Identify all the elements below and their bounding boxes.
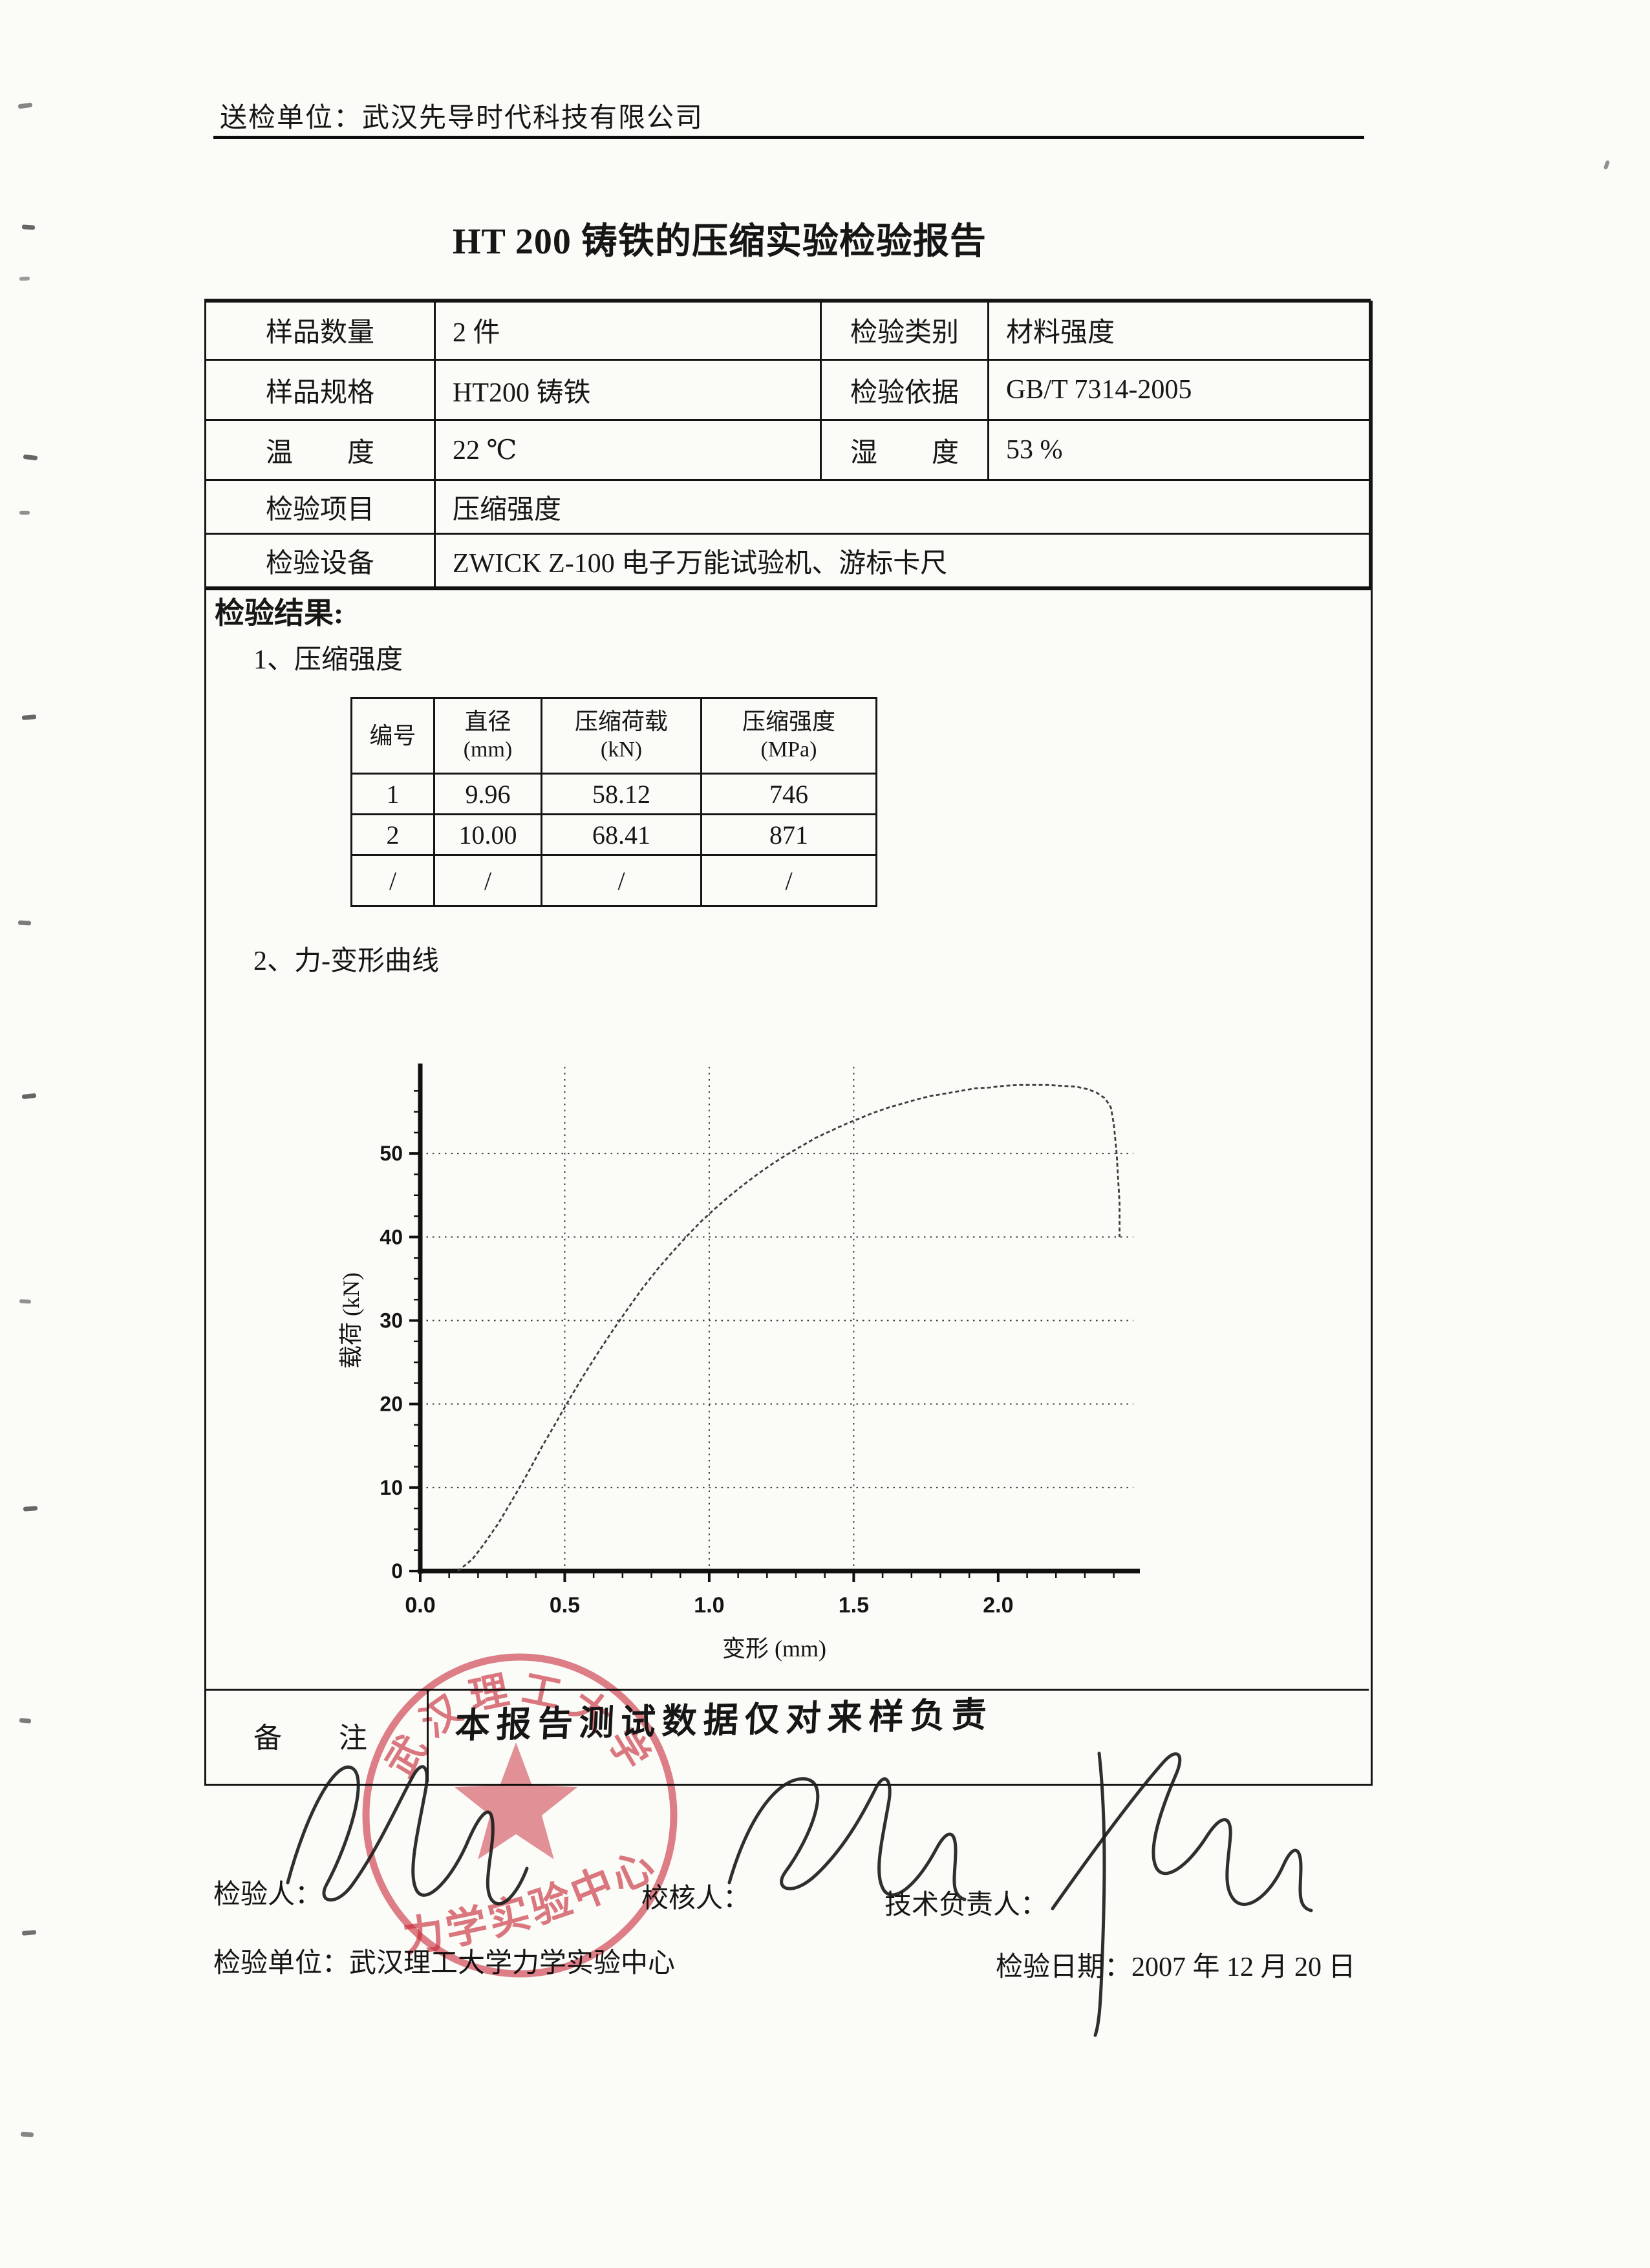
scan-artifact [17,102,33,109]
y-tick-label: 10 [380,1476,403,1499]
section-item-compressive-strength: 1、压缩强度 [253,645,403,675]
scan-artifact [19,1718,32,1724]
info-value: 53 % [987,419,1371,481]
y-tick-label: 40 [380,1225,403,1248]
info-value: GB/T 7314-2005 [987,359,1371,421]
info-value: ZWICK Z-100 电子万能试验机、游标卡尺 [434,533,1371,590]
info-value: 2 件 [434,299,822,361]
header-underline [213,136,1364,139]
results-header: 压缩荷载 (kN) [541,697,702,775]
info-label: 温 度 [204,419,436,481]
cell: / [700,854,877,907]
scan-artifact [1603,160,1611,170]
scan-artifact [20,2132,34,2137]
date-label: 检验日期： [996,1952,1132,1982]
info-value: 压缩强度 [434,479,1371,535]
scan-artifact [21,1930,37,1936]
scan-artifact [21,1093,37,1100]
cell: / [350,854,435,907]
cell: 1 [350,773,435,815]
chart-svg: 0 10 20 30 40 50 0.0 0.5 1.0 1.5 2.0 载荷 (kN) 变形 (mm) [338,1064,1140,1662]
x-tick-label: 0.5 [550,1593,580,1618]
signature-reviewer [727,1777,967,1901]
cell: / [433,854,542,907]
x-tick-label: 0.0 [405,1593,435,1618]
scan-artifact [23,454,38,461]
cell: 2 [350,813,435,856]
star-icon [454,1742,578,1859]
scan-artifact [23,1506,38,1512]
info-row: 样品数量 2 件 检验类别 材料强度 [204,299,1371,361]
info-row: 检验设备 ZWICK Z-100 电子万能试验机、游标卡尺 [204,533,1371,590]
remark-divider [204,1689,1369,1691]
y-tick-label: 20 [380,1393,403,1416]
tech-lead-label: 技术负责人： [884,1890,1048,1920]
info-label: 检验设备 [204,533,436,590]
cell: 58.12 [541,773,702,815]
info-label: 检验依据 [820,359,989,421]
scan-artifact [19,1299,32,1304]
info-row: 检验项目 压缩强度 [204,479,1371,535]
results-header-row: 编号 直径 (mm) 压缩荷载 (kN) 压缩强度 (MPa) [350,697,877,775]
force-deformation-curve [457,1084,1120,1572]
info-label: 样品数量 [204,299,436,361]
x-tick-label: 1.5 [839,1593,869,1618]
stamp-banner-text: 力学实验中心 [400,1841,661,1961]
info-row: 样品规格 HT200 铸铁 检验依据 GB/T 7314-2005 [204,359,1371,421]
info-value: HT200 铸铁 [434,359,822,421]
x-tick-label: 2.0 [983,1593,1013,1618]
submitter-line: 送检单位：武汉先导时代科技有限公司 [220,103,704,133]
cell: / [541,854,702,907]
date-value: 2007 年 12 月 20 日 [1131,1952,1356,1982]
table-row: 1 9.96 58.12 746 [350,773,877,815]
cell: 9.96 [433,773,542,815]
report-title: HT 200 铸铁的压缩实验检验报告 [453,222,987,262]
date-line: 检验日期：2007 年 12 月 20 日 [996,1945,1356,1984]
results-table: 编号 直径 (mm) 压缩荷载 (kN) 压缩强度 (MPa) 1 9.96 58.1… [350,697,877,907]
results-header: 压缩强度 (MPa) [700,697,877,775]
results-header: 编号 [350,697,435,775]
results-heading: 检验结果: [215,597,344,630]
info-label: 湿 度 [820,419,989,481]
scan-artifact [17,920,32,926]
x-axis-title: 变形 (mm) [722,1636,826,1662]
remark-label: 备 注 [253,1722,367,1754]
signature-tech-lead-stroke [1093,1751,1106,2037]
section-item-force-deformation-curve: 2、力-变形曲线 [253,947,439,976]
info-table: 样品数量 2 件 检验类别 材料强度 样品规格 HT200 铸铁 检验依据 GB… [204,299,1371,590]
scan-artifact [21,224,36,230]
cell: 10.00 [433,813,542,856]
cell: 871 [700,813,877,856]
info-label: 样品规格 [204,359,436,421]
info-label: 检验类别 [820,299,989,361]
table-row: 2 10.00 68.41 871 [350,813,877,856]
results-header: 直径 (mm) [433,697,542,775]
scan-artifact [19,276,30,281]
force-deformation-chart: 0 10 20 30 40 50 0.0 0.5 1.0 1.5 2.0 载荷 (kN) 变形 (mm) [323,1047,1274,1700]
scan-artifact [19,511,30,515]
scan-artifact [21,714,37,720]
remark-divider-vertical [427,1689,429,1782]
info-label: 检验项目 [204,479,436,535]
y-tick-label: 30 [380,1309,403,1332]
cell: 746 [700,773,877,815]
y-tick-label: 50 [380,1142,403,1165]
official-stamp: 武汉理工大学 力学实验中心 [362,1653,678,1978]
y-tick-label: 0 [391,1559,403,1583]
svg-text:力学实验中心: 力学实验中心 [400,1841,664,1961]
cell: 68.41 [541,813,702,856]
x-tick-label: 1.0 [694,1593,724,1618]
inspector-label: 检验人： [213,1880,323,1910]
info-value: 22 ℃ [434,419,822,481]
info-value: 材料强度 [987,299,1371,361]
info-row: 温 度 22 ℃ 湿 度 53 % [204,419,1371,481]
table-row: / / / / [350,854,877,907]
y-axis-title: 载荷 (kN) [338,1272,364,1369]
